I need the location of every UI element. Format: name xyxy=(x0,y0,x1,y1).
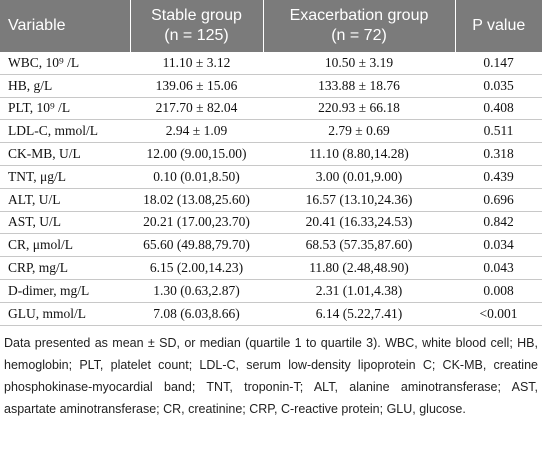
table-cell: 0.147 xyxy=(455,52,542,75)
table-cell: 0.318 xyxy=(455,142,542,166)
table-cell: ALT, U/L xyxy=(0,188,130,212)
table-cell: 133.88 ± 18.76 xyxy=(263,74,455,98)
table-cell: 11.10 (8.80,14.28) xyxy=(263,142,455,166)
table-cell: 20.41 (16.33,24.53) xyxy=(263,211,455,235)
table-cell: 11.10 ± 3.12 xyxy=(130,52,263,75)
table-cell: 0.035 xyxy=(455,74,542,98)
table-cell: 0.511 xyxy=(455,119,542,144)
table-row: D-dimer, mg/L 1.30 (0.63,2.87) 2.31 (1.01,… xyxy=(0,279,542,303)
table-cell: 2.79 ± 0.69 xyxy=(263,119,455,144)
table-cell: <0.001 xyxy=(455,302,542,326)
table-cell: 3.00 (0.01,9.00) xyxy=(263,165,455,189)
table-row: AST, U/L 20.21 (17.00,23.70) 20.41 (16.33,… xyxy=(0,211,542,235)
table-cell: 16.57 (13.10,24.36) xyxy=(263,188,455,212)
table-cell: 217.70 ± 82.04 xyxy=(130,97,263,121)
header-text: (n = 72) xyxy=(331,27,387,44)
table-cell: 7.08 (6.03,8.66) xyxy=(130,302,263,326)
table-cell: CK-MB, U/L xyxy=(0,142,130,166)
table-cell: 139.06 ± 15.06 xyxy=(130,74,263,98)
table-cell: 2.94 ± 1.09 xyxy=(130,119,263,144)
header-row: Variable Stable group (n = 125) Exacerbatio… xyxy=(0,0,542,52)
table-cell: 6.14 (5.22,7.41) xyxy=(263,302,455,326)
table-cell: 20.21 (17.00,23.70) xyxy=(130,211,263,235)
table-cell: 6.15 (2.00,14.23) xyxy=(130,256,263,280)
footnote: Data presented as mean ± SD, or median (… xyxy=(4,335,538,416)
table-cell: 2.31 (1.01,4.38) xyxy=(263,279,455,303)
table-cell: 220.93 ± 66.18 xyxy=(263,97,455,121)
table-cell: 0.043 xyxy=(455,256,542,280)
table-cell: 12.00 (9.00,15.00) xyxy=(130,142,263,166)
header-cell: P value xyxy=(455,0,542,52)
table-row: CRP, mg/L 6.15 (2.00,14.23) 11.80 (2.48,48… xyxy=(0,256,542,280)
table-cell: GLU, mmol/L xyxy=(0,302,130,326)
table-cell: 1.30 (0.63,2.87) xyxy=(130,279,263,303)
header-text: Variable xyxy=(8,17,66,34)
header-text: P value xyxy=(472,17,526,34)
header-cell: Stable group (n = 125) xyxy=(130,0,264,52)
table-cell: 68.53 (57.35,87.60) xyxy=(263,233,455,258)
table-row: TNT, μg/L 0.10 (0.01,8.50) 3.00 (0.01,9.00… xyxy=(0,165,542,189)
table-cell: TNT, μg/L xyxy=(0,165,130,189)
header-text: Exacerbation group xyxy=(289,7,429,24)
table-row: PLT, 10⁹ /L 217.70 ± 82.04 220.93 ± 66.18 0… xyxy=(0,97,542,121)
header-text: Stable group xyxy=(151,7,242,24)
table-cell: 0.008 xyxy=(455,279,542,303)
table-row: ALT, U/L 18.02 (13.08,25.60) 16.57 (13.10,… xyxy=(0,188,542,212)
table-cell: 11.80 (2.48,48.90) xyxy=(263,256,455,280)
data-table: Variable Stable group (n = 125) Exacerbatio… xyxy=(0,0,542,326)
table-body: WBC, 10⁹ /L 11.10 ± 3.12 10.50 ± 3.19 0.147… xyxy=(0,52,542,326)
table-row: WBC, 10⁹ /L 11.10 ± 3.12 10.50 ± 3.19 0.147 xyxy=(0,52,542,75)
table-row: GLU, mmol/L 7.08 (6.03,8.66) 6.14 (5.22,7.… xyxy=(0,302,542,326)
table-row: CK-MB, U/L 12.00 (9.00,15.00) 11.10 (8.80,… xyxy=(0,142,542,166)
table-cell: CR, μmol/L xyxy=(0,233,130,258)
table-cell: CRP, mg/L xyxy=(0,256,130,280)
header-cell: Variable xyxy=(0,0,131,52)
table-cell: WBC, 10⁹ /L xyxy=(0,52,130,75)
table-cell: 0.439 xyxy=(455,165,542,189)
header-text: (n = 125) xyxy=(164,27,229,44)
table-cell: 0.842 xyxy=(455,211,542,235)
table-cell: 0.034 xyxy=(455,233,542,258)
table-cell: PLT, 10⁹ /L xyxy=(0,97,130,121)
table-cell: 18.02 (13.08,25.60) xyxy=(130,188,263,212)
table-cell: LDL-C, mmol/L xyxy=(0,119,130,144)
table-cell: 0.10 (0.01,8.50) xyxy=(130,165,263,189)
table-cell: 0.408 xyxy=(455,97,542,121)
header-cell: Exacerbation group (n = 72) xyxy=(263,0,456,52)
table-cell: 10.50 ± 3.19 xyxy=(263,52,455,75)
table-cell: AST, U/L xyxy=(0,211,130,235)
table-row: CR, μmol/L 65.60 (49.88,79.70) 68.53 (57.3… xyxy=(0,233,542,258)
table-row: HB, g/L 139.06 ± 15.06 133.88 ± 18.76 0.035 xyxy=(0,74,542,98)
table-cell: HB, g/L xyxy=(0,74,130,98)
table-cell: 65.60 (49.88,79.70) xyxy=(130,233,263,258)
table-cell: D-dimer, mg/L xyxy=(0,279,130,303)
table-cell: 0.696 xyxy=(455,188,542,212)
table-row: LDL-C, mmol/L 2.94 ± 1.09 2.79 ± 0.69 0.511 xyxy=(0,119,542,144)
